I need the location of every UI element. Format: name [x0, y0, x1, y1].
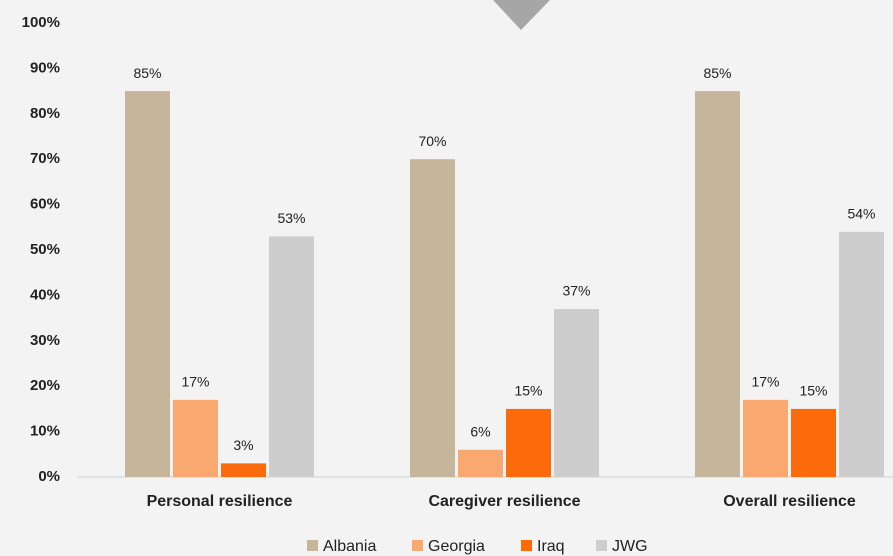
data-label: 85% [133, 65, 161, 81]
x-tick-label: Overall resilience [723, 493, 856, 510]
y-tick-label: 20% [30, 377, 60, 394]
data-label: 54% [847, 206, 875, 222]
bar [458, 449, 503, 477]
data-label: 17% [751, 374, 779, 390]
bar [554, 309, 599, 477]
bar [269, 236, 314, 477]
legend-swatch [521, 540, 532, 551]
data-label: 53% [277, 210, 305, 226]
x-tick-label: Caregiver resilience [428, 493, 580, 510]
data-label: 3% [233, 437, 253, 453]
y-tick-label: 100% [22, 14, 60, 31]
bar [743, 399, 788, 477]
x-tick-label: Personal resilience [147, 493, 293, 510]
legend-label: Albania [323, 538, 376, 555]
bar [173, 399, 218, 477]
y-tick-label: 70% [30, 150, 60, 167]
bar [221, 463, 266, 477]
legend-label: JWG [612, 538, 648, 555]
data-label: 17% [181, 374, 209, 390]
bar [125, 91, 170, 477]
legend-swatch [412, 540, 423, 551]
legend-swatch [307, 540, 318, 551]
bar [506, 408, 551, 477]
y-tick-label: 90% [30, 59, 60, 76]
data-label: 70% [418, 133, 446, 149]
legend-label: Iraq [537, 538, 565, 555]
data-label: 15% [514, 383, 542, 399]
y-tick-label: 40% [30, 286, 60, 303]
data-label: 37% [562, 283, 590, 299]
data-label: 15% [799, 383, 827, 399]
bar [791, 408, 836, 477]
y-tick-label: 30% [30, 332, 60, 349]
bar [839, 231, 884, 477]
data-label: 85% [703, 65, 731, 81]
y-tick-label: 0% [38, 468, 60, 485]
bar [695, 91, 740, 477]
y-tick-label: 10% [30, 423, 60, 440]
bar [410, 159, 455, 477]
y-tick-label: 80% [30, 105, 60, 122]
scroll-arrow [493, 0, 550, 30]
y-tick-label: 50% [30, 241, 60, 258]
y-tick-label: 60% [30, 196, 60, 213]
legend-swatch [596, 540, 607, 551]
data-label: 6% [470, 423, 490, 439]
legend-label: Georgia [428, 538, 485, 555]
